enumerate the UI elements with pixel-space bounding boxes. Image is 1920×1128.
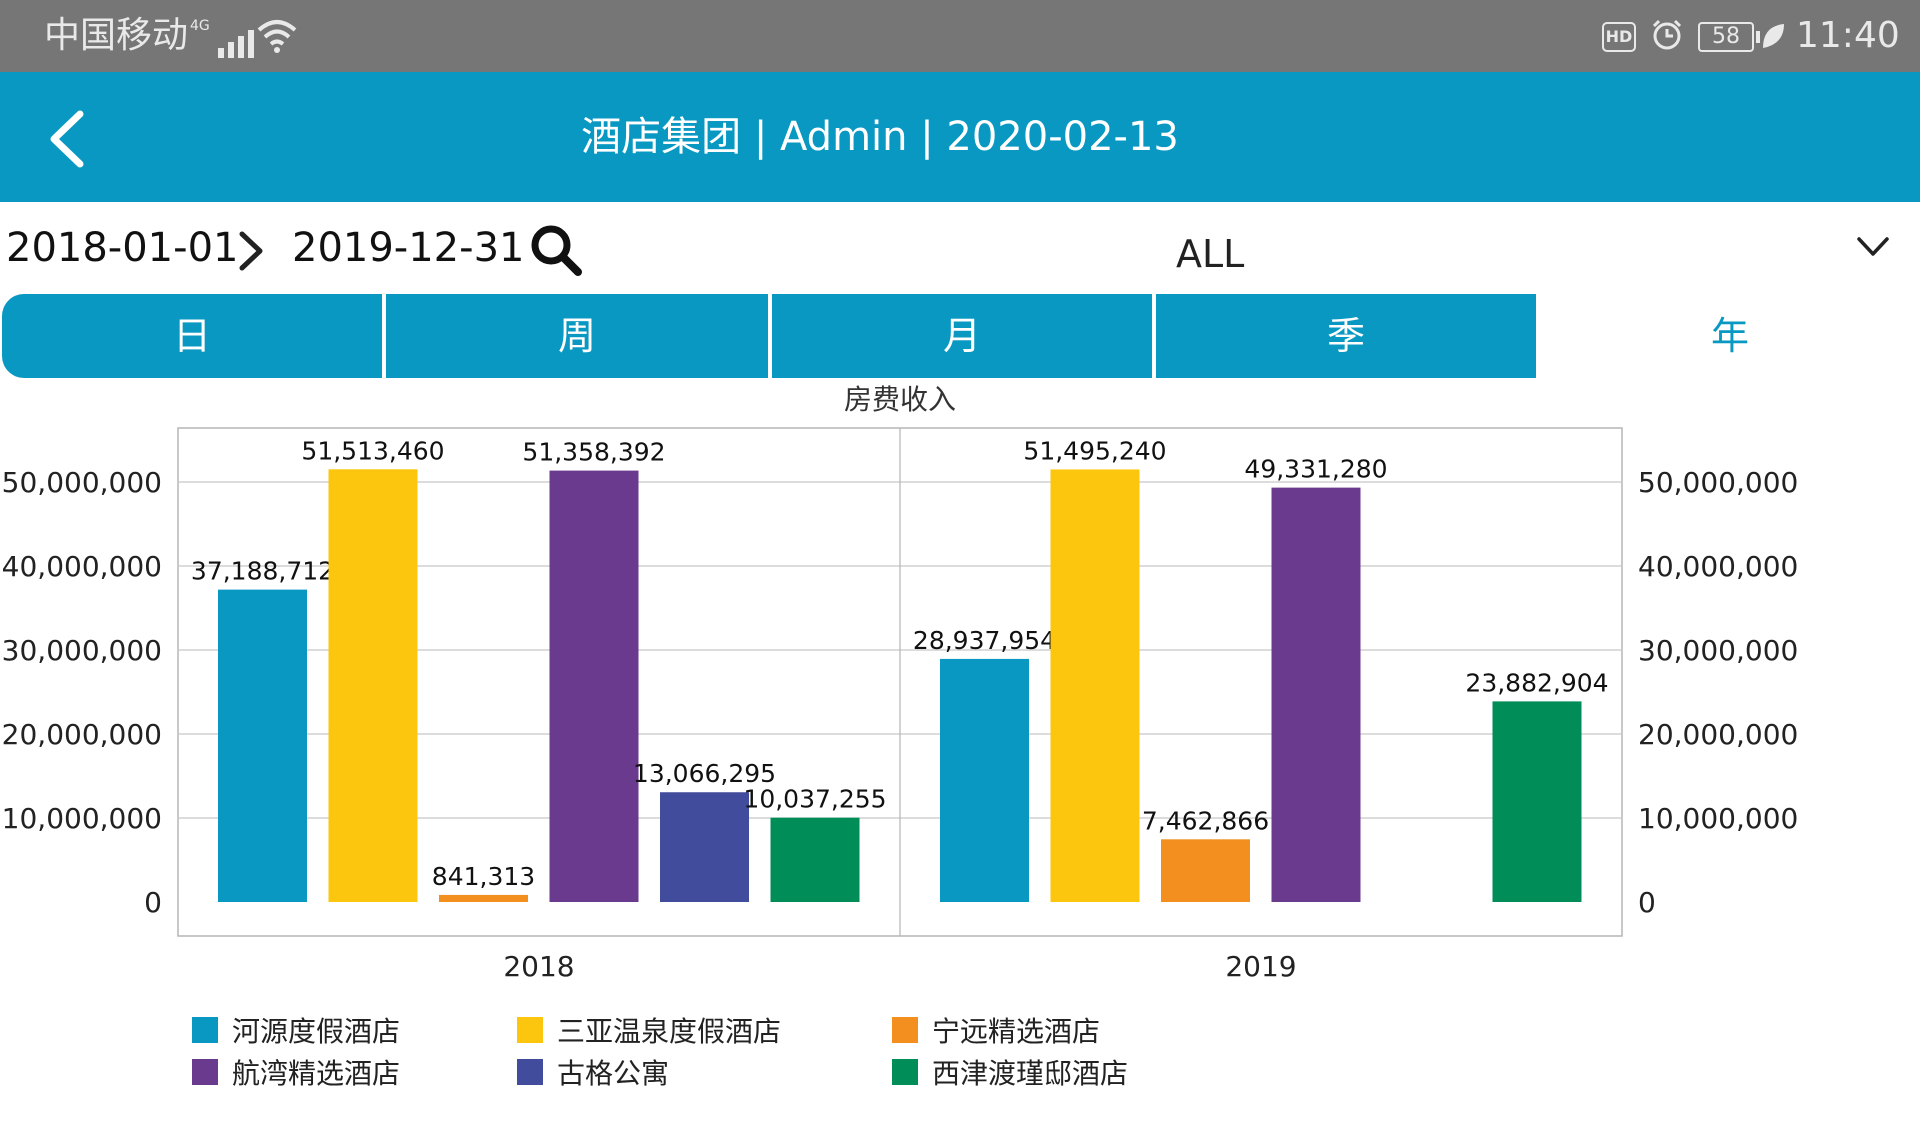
tab-quarter[interactable]: 季 xyxy=(1156,294,1536,378)
data-label: 13,066,295 xyxy=(633,759,776,788)
data-label: 10,037,255 xyxy=(743,785,886,814)
search-icon[interactable] xyxy=(528,222,584,278)
y-tick-label-left: 30,000,000 xyxy=(2,634,162,667)
legend-label: 三亚温泉度假酒店 xyxy=(557,1015,782,1048)
tab-day[interactable]: 日 xyxy=(2,294,382,378)
chevron-left-icon[interactable] xyxy=(46,110,90,168)
filter-row: 2018-01-01 2019-12-31 ALL xyxy=(0,202,1920,294)
y-tick-label-right: 20,000,000 xyxy=(1638,718,1798,751)
tab-month[interactable]: 月 xyxy=(772,294,1152,378)
y-tick-label-right: 40,000,000 xyxy=(1638,550,1798,583)
legend-label: 古格公寓 xyxy=(557,1057,670,1090)
data-label: 51,495,240 xyxy=(1023,436,1166,465)
bar xyxy=(218,589,307,902)
data-label: 49,331,280 xyxy=(1244,455,1387,484)
hd-icon: HD xyxy=(1602,22,1636,52)
period-tabs: 日 周 月 季 年 xyxy=(2,294,1918,380)
start-date[interactable]: 2018-01-01 xyxy=(6,225,239,271)
bar xyxy=(1492,701,1582,902)
legend-label: 宁远精选酒店 xyxy=(932,1015,1101,1048)
y-tick-label-left: 20,000,000 xyxy=(2,718,162,751)
revenue-chart: 房费收入 0 0 10,000,000 10,000,000 20,000,000 20,… xyxy=(0,380,1920,1090)
bar xyxy=(1271,487,1361,902)
bar xyxy=(770,817,860,902)
legend-item: 三亚温泉度假酒店 xyxy=(517,1008,781,1052)
bar xyxy=(660,792,749,902)
tab-year[interactable]: 年 xyxy=(1710,314,1749,358)
status-bar: 中国移动 4G HD 58 11:40 xyxy=(0,0,1920,72)
legend-swatch xyxy=(192,1017,218,1043)
y-tick-label-right: 50,000,000 xyxy=(1638,466,1798,499)
data-label: 37,188,712 xyxy=(191,557,334,586)
app-header: 酒店集团 | Admin | 2020-02-13 xyxy=(0,72,1920,202)
y-tick-label-left: 0 xyxy=(144,886,162,919)
bar xyxy=(439,894,528,902)
wifi-icon xyxy=(257,20,297,53)
legend-label: 航湾精选酒店 xyxy=(232,1057,401,1090)
signal-icon: 4G xyxy=(190,14,254,58)
chart-title: 房费收入 xyxy=(843,383,956,416)
tab-week[interactable]: 周 xyxy=(386,294,768,378)
chart-legend: 河源度假酒店 三亚温泉度假酒店 宁远精选酒店航湾精选酒店 古格公寓 西津渡瑾邸酒店 xyxy=(192,1008,1892,1128)
data-label: 51,358,392 xyxy=(522,438,665,467)
y-tick-label-right: 0 xyxy=(1638,886,1656,919)
y-tick-label-right: 10,000,000 xyxy=(1638,802,1798,835)
data-label: 23,882,904 xyxy=(1465,668,1608,697)
legend-label: 河源度假酒店 xyxy=(232,1015,401,1048)
bar xyxy=(940,658,1029,902)
carrier-name: 中国移动 xyxy=(44,15,189,56)
legend-item: 古格公寓 xyxy=(517,1050,669,1094)
y-tick-label-left: 10,000,000 xyxy=(2,802,162,835)
data-label: 51,513,460 xyxy=(301,436,444,465)
legend-swatch xyxy=(192,1059,218,1085)
legend-swatch xyxy=(892,1059,918,1085)
legend-swatch xyxy=(517,1017,543,1043)
legend-label: 西津渡瑾邸酒店 xyxy=(932,1057,1129,1090)
legend-swatch xyxy=(892,1017,918,1043)
leaf-icon xyxy=(1763,24,1784,48)
legend-item: 宁远精选酒店 xyxy=(892,1008,1100,1052)
battery-icon: 58 xyxy=(1698,22,1760,52)
y-tick-label-left: 50,000,000 xyxy=(2,466,162,499)
x-tick-label: 2019 xyxy=(1225,950,1296,983)
data-label: 28,937,954 xyxy=(913,626,1056,655)
chevron-right-icon xyxy=(239,231,263,271)
bar-chart: 0 0 10,000,000 10,000,000 20,000,000 20,000,0… xyxy=(2,427,1798,983)
legend-swatch xyxy=(517,1059,543,1085)
network-type: 4G xyxy=(190,18,210,34)
bar xyxy=(549,470,639,902)
data-label: 7,462,866 xyxy=(1142,806,1269,835)
legend-item: 航湾精选酒店 xyxy=(192,1050,400,1094)
bar xyxy=(1161,839,1250,902)
hotel-select[interactable]: ALL xyxy=(1176,232,1245,276)
y-tick-label-right: 30,000,000 xyxy=(1638,634,1798,667)
legend-item: 河源度假酒店 xyxy=(192,1008,400,1052)
data-label: 841,313 xyxy=(432,862,535,891)
page-title: 酒店集团 | Admin | 2020-02-13 xyxy=(581,114,1179,160)
y-tick-label-left: 40,000,000 xyxy=(2,550,162,583)
alarm-icon xyxy=(1652,19,1682,50)
clock: 11:40 xyxy=(1796,15,1900,56)
bar xyxy=(328,469,418,902)
end-date[interactable]: 2019-12-31 xyxy=(292,225,525,271)
bar xyxy=(1050,469,1140,902)
chevron-down-icon[interactable] xyxy=(1856,236,1890,258)
x-tick-label: 2018 xyxy=(503,950,574,983)
legend-item: 西津渡瑾邸酒店 xyxy=(892,1050,1128,1094)
